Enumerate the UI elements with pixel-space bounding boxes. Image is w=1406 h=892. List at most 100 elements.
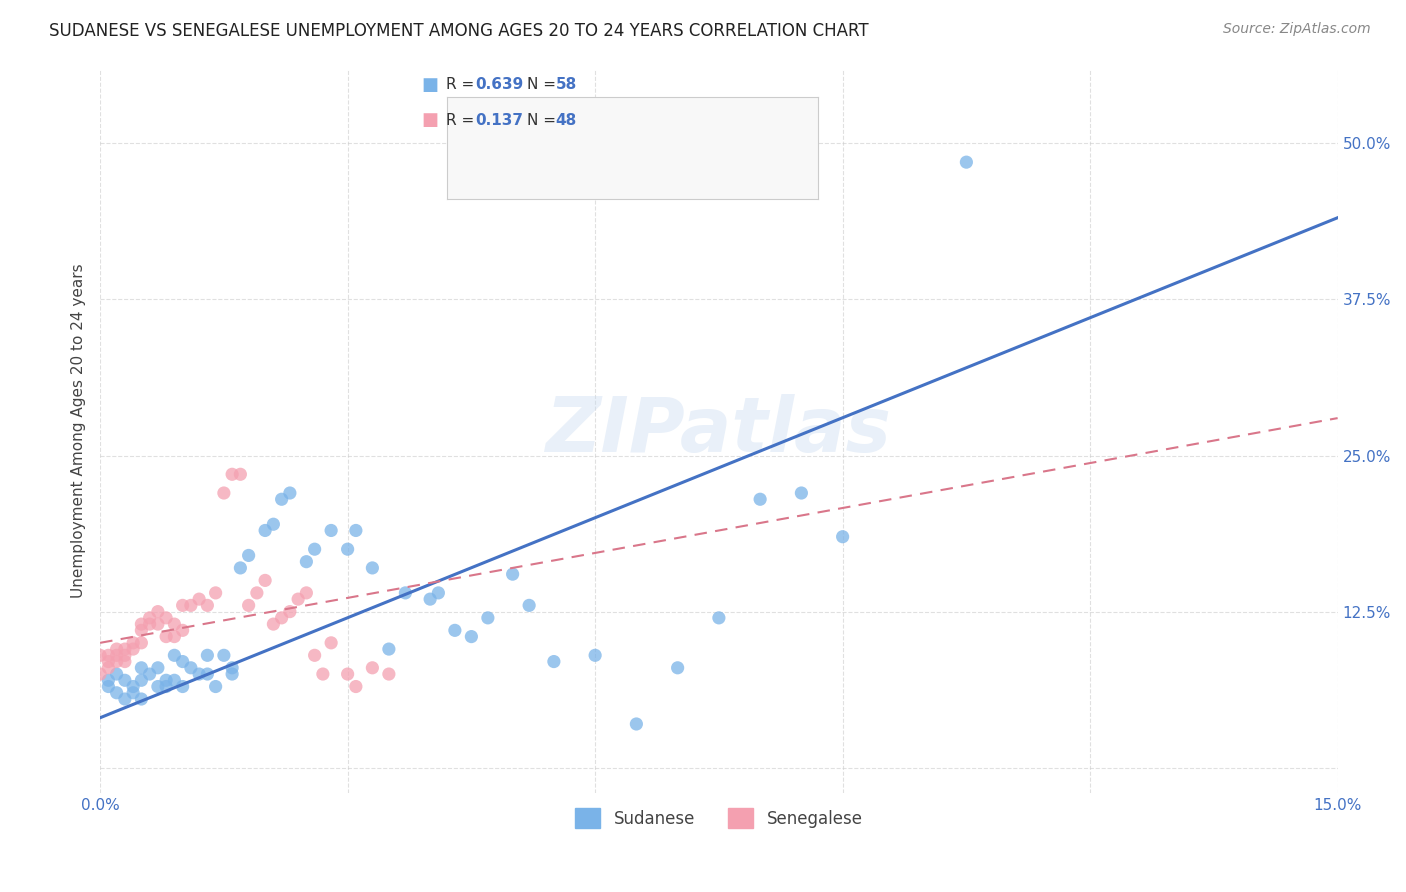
Point — [97, 648, 120, 663]
Point — [312, 667, 335, 681]
Point — [180, 599, 202, 613]
Point — [180, 661, 202, 675]
Text: ■: ■ — [422, 76, 439, 94]
Point — [89, 648, 111, 663]
Point — [204, 680, 226, 694]
Point — [114, 673, 136, 688]
Point — [138, 611, 160, 625]
Point — [295, 555, 318, 569]
Point — [212, 486, 235, 500]
Point — [221, 661, 243, 675]
Point — [270, 492, 292, 507]
Point — [204, 586, 226, 600]
Text: R =: R = — [446, 78, 479, 92]
Point — [831, 530, 853, 544]
Point — [321, 636, 343, 650]
Point — [583, 648, 606, 663]
Point — [138, 667, 160, 681]
Y-axis label: Unemployment Among Ages 20 to 24 years: Unemployment Among Ages 20 to 24 years — [72, 263, 86, 598]
Point — [321, 524, 343, 538]
Point — [304, 648, 326, 663]
Point — [195, 667, 218, 681]
Point — [97, 655, 120, 669]
Point — [114, 648, 136, 663]
Point — [172, 655, 194, 669]
Point — [278, 486, 301, 500]
Point — [131, 636, 153, 650]
Point — [626, 717, 648, 731]
Point — [666, 661, 689, 675]
Point — [254, 524, 277, 538]
Point — [105, 667, 128, 681]
Point — [361, 661, 384, 675]
Point — [460, 630, 482, 644]
Point — [344, 680, 367, 694]
Text: 48: 48 — [555, 113, 576, 128]
Point — [163, 617, 186, 632]
Point — [221, 667, 243, 681]
Point — [502, 567, 524, 582]
Point — [163, 648, 186, 663]
Point — [163, 630, 186, 644]
Point — [89, 667, 111, 681]
Point — [419, 592, 441, 607]
Point — [97, 661, 120, 675]
Point — [131, 624, 153, 638]
Text: N =: N = — [527, 78, 561, 92]
Point — [543, 655, 565, 669]
Point — [188, 592, 211, 607]
Point — [262, 617, 284, 632]
Point — [146, 617, 169, 632]
Point — [270, 611, 292, 625]
Point — [212, 648, 235, 663]
Point — [790, 486, 813, 500]
Point — [394, 586, 416, 600]
Point — [155, 611, 177, 625]
Point — [246, 586, 269, 600]
Point — [97, 673, 120, 688]
Point — [146, 661, 169, 675]
Point — [477, 611, 499, 625]
Text: 0.639: 0.639 — [475, 78, 523, 92]
Point — [114, 642, 136, 657]
Point — [155, 680, 177, 694]
Text: Source: ZipAtlas.com: Source: ZipAtlas.com — [1223, 22, 1371, 37]
Text: R =: R = — [446, 113, 484, 128]
Point — [131, 673, 153, 688]
Point — [122, 642, 145, 657]
Point — [163, 673, 186, 688]
Point — [105, 648, 128, 663]
Point — [105, 642, 128, 657]
Point — [172, 624, 194, 638]
Point — [131, 661, 153, 675]
Point — [188, 667, 211, 681]
Point — [517, 599, 540, 613]
Text: SUDANESE VS SENEGALESE UNEMPLOYMENT AMONG AGES 20 TO 24 YEARS CORRELATION CHART: SUDANESE VS SENEGALESE UNEMPLOYMENT AMON… — [49, 22, 869, 40]
Point — [221, 467, 243, 482]
Text: ■: ■ — [422, 112, 439, 129]
Point — [105, 655, 128, 669]
Point — [138, 617, 160, 632]
Point — [707, 611, 730, 625]
Point — [254, 574, 277, 588]
Point — [378, 642, 401, 657]
Point — [955, 155, 977, 169]
Point — [336, 542, 359, 557]
Point — [97, 680, 120, 694]
Point — [361, 561, 384, 575]
Point — [278, 605, 301, 619]
Point — [238, 549, 260, 563]
Point — [444, 624, 467, 638]
Point — [122, 686, 145, 700]
Point — [427, 586, 450, 600]
Point — [146, 680, 169, 694]
Point — [122, 680, 145, 694]
Point — [195, 648, 218, 663]
Point — [238, 599, 260, 613]
Point — [172, 599, 194, 613]
Point — [295, 586, 318, 600]
Text: 0.137: 0.137 — [475, 113, 523, 128]
Point — [114, 655, 136, 669]
Point — [105, 686, 128, 700]
Point — [336, 667, 359, 681]
